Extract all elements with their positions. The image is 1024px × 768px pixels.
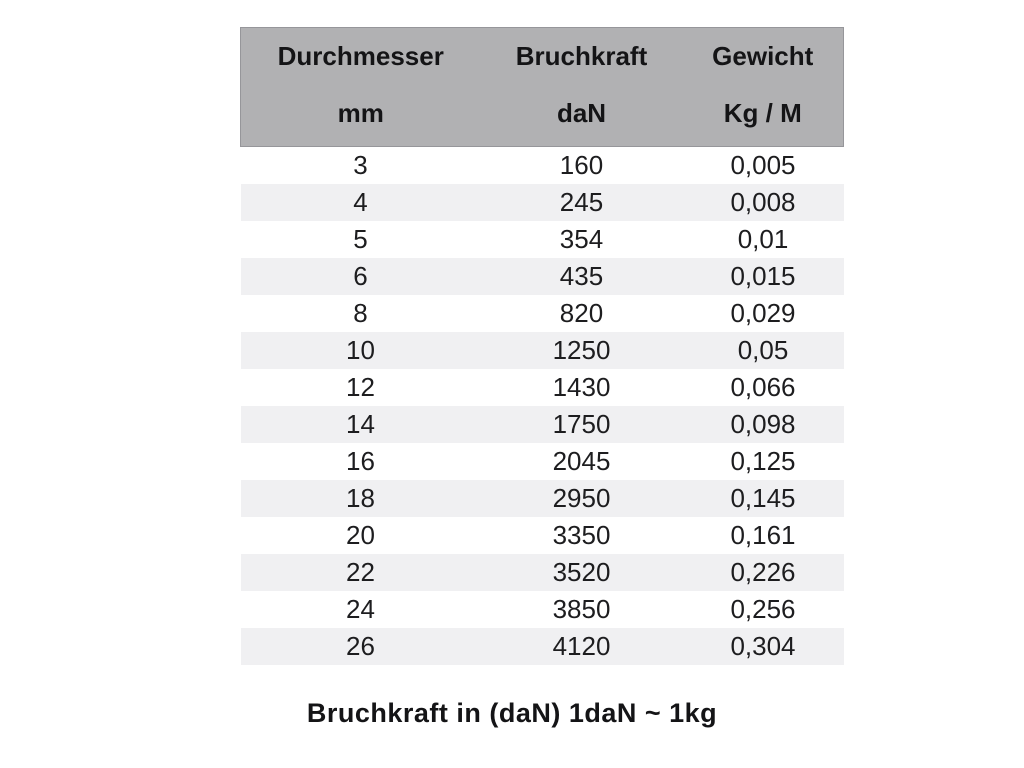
table-cell: 0,01	[682, 221, 844, 258]
table-cell: 24	[240, 591, 481, 628]
table-row: 4 245 0,008	[240, 184, 844, 221]
table-cell: 4120	[480, 628, 683, 665]
table-cell: 0,304	[682, 628, 844, 665]
header-label-row: Durchmesser Bruchkraft Gewicht	[240, 27, 844, 86]
table-cell: 0,256	[682, 591, 844, 628]
footnote-text: Bruchkraft in (daN) 1daN ~ 1kg	[306, 698, 718, 728]
table-cell: 3850	[480, 591, 683, 628]
table-row: 16 2045 0,125	[240, 443, 844, 480]
table-cell: 0,226	[682, 554, 844, 591]
column-header-gewicht: Gewicht	[682, 27, 844, 86]
table-cell: 3	[240, 146, 481, 184]
table-body: 3 160 0,005 4 245 0,008 5 354 0,01 6 435 0,015 8 820 0…	[240, 146, 844, 665]
table-cell: 8	[240, 295, 481, 332]
table-cell: 160	[480, 146, 683, 184]
table-row: 6 435 0,015	[240, 258, 844, 295]
spec-table-header: Durchmesser Bruchkraft Gewicht mm daN Kg…	[240, 27, 844, 147]
table-cell: 6	[240, 258, 481, 295]
table-row: 14 1750 0,098	[240, 406, 844, 443]
table-cell: 0,015	[682, 258, 844, 295]
table-cell: 0,125	[682, 443, 844, 480]
table-row: 24 3850 0,256	[240, 591, 844, 628]
table-cell: 5	[240, 221, 481, 258]
spec-table: Durchmesser Bruchkraft Gewicht mm daN Kg…	[240, 27, 844, 665]
table-cell: 0,05	[682, 332, 844, 369]
column-unit-dan: daN	[480, 86, 683, 147]
table-cell: 2045	[480, 443, 683, 480]
table-cell: 354	[480, 221, 683, 258]
table-row: 8 820 0,029	[240, 295, 844, 332]
table-cell: 0,005	[682, 146, 844, 184]
table-row: 10 1250 0,05	[240, 332, 844, 369]
table-cell: 1430	[480, 369, 683, 406]
table-cell: 2950	[480, 480, 683, 517]
table-cell: 435	[480, 258, 683, 295]
table-row: 18 2950 0,145	[240, 480, 844, 517]
table-cell: 0,161	[682, 517, 844, 554]
table-cell: 1250	[480, 332, 683, 369]
table-row: 20 3350 0,161	[240, 517, 844, 554]
table-cell: 26	[240, 628, 481, 665]
table-cell: 0,098	[682, 406, 844, 443]
table-cell: 16	[240, 443, 481, 480]
column-unit-mm: mm	[240, 86, 481, 147]
table-cell: 0,145	[682, 480, 844, 517]
table-row: 5 354 0,01	[240, 221, 844, 258]
column-header-bruchkraft: Bruchkraft	[480, 27, 683, 86]
table-row: 22 3520 0,226	[240, 554, 844, 591]
header-unit-row: mm daN Kg / M	[240, 86, 844, 147]
table-cell: 0,066	[682, 369, 844, 406]
table-cell: 4	[240, 184, 481, 221]
table-row: 3 160 0,005	[240, 146, 844, 184]
table-row: 12 1430 0,066	[240, 369, 844, 406]
column-header-durchmesser: Durchmesser	[240, 27, 481, 86]
table-cell: 18	[240, 480, 481, 517]
table-cell: 245	[480, 184, 683, 221]
table-cell: 820	[480, 295, 683, 332]
table-cell: 1750	[480, 406, 683, 443]
table-cell: 0,008	[682, 184, 844, 221]
table-cell: 3520	[480, 554, 683, 591]
table-row: 26 4120 0,304	[240, 628, 844, 665]
column-unit-kg-m: Kg / M	[682, 86, 844, 147]
table-cell: 20	[240, 517, 481, 554]
table-cell: 14	[240, 406, 481, 443]
table-cell: 3350	[480, 517, 683, 554]
table-cell: 10	[240, 332, 481, 369]
table-cell: 22	[240, 554, 481, 591]
table-cell: 0,029	[682, 295, 844, 332]
table-cell: 12	[240, 369, 481, 406]
